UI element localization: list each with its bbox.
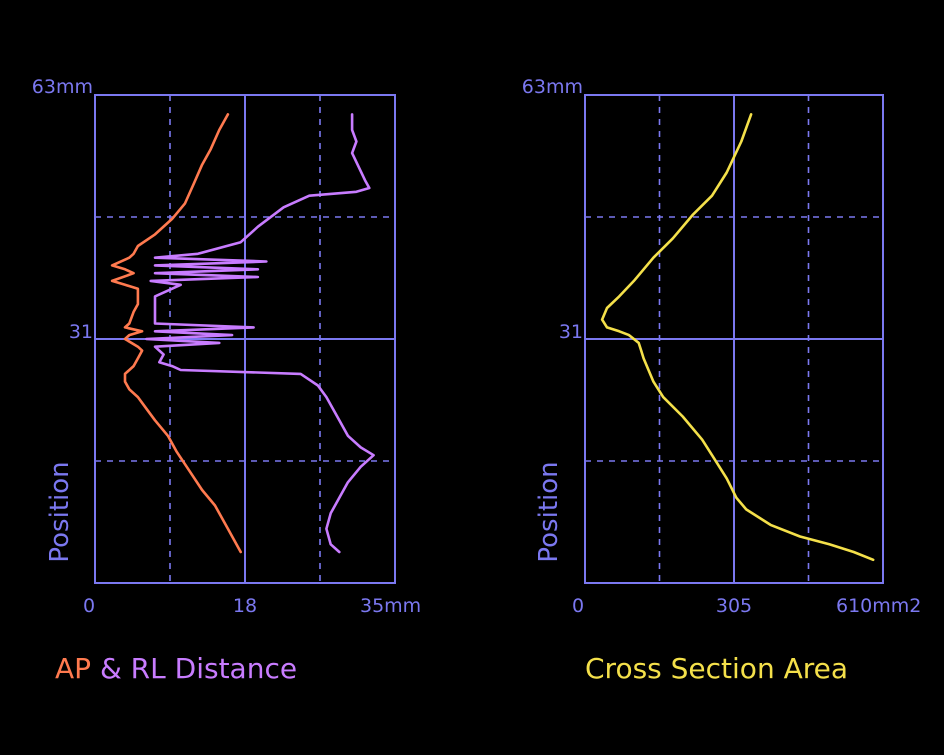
area-x-tick-max: 610mm2 — [836, 595, 921, 617]
distance-chart-series — [110, 113, 375, 554]
area-chart-frame — [584, 94, 884, 584]
distance-y-tick-top: 63mm — [32, 76, 93, 98]
area-y-axis-label: Position — [534, 461, 564, 562]
distance-x-tick-mid: 18 — [233, 595, 257, 617]
distance-chart: 63mm 31 0 18 35mm Position — [32, 76, 421, 617]
distance-caption: AP & RL Distance — [55, 652, 297, 685]
distance-caption-rl: & RL Distance — [91, 652, 298, 685]
area-chart: 63mm 31 0 305 610mm2 Position — [522, 76, 922, 617]
distance-caption-ap: AP — [55, 652, 92, 685]
area-y-tick-mid: 31 — [559, 321, 583, 343]
distance-chart-frame — [94, 94, 396, 584]
distance-series-rl-line — [145, 113, 375, 554]
distance-x-tick-min: 0 — [83, 595, 95, 617]
distance-y-tick-mid: 31 — [69, 321, 93, 343]
distance-y-axis-label: Position — [45, 461, 75, 562]
distance-x-tick-max: 35mm — [360, 595, 421, 617]
area-x-tick-mid: 305 — [716, 595, 752, 617]
area-caption: Cross Section Area — [585, 652, 849, 685]
area-x-tick-min: 0 — [572, 595, 584, 617]
area-chart-series — [600, 113, 875, 562]
distance-chart-grid — [95, 95, 395, 583]
area-y-tick-top: 63mm — [522, 76, 583, 98]
area-series-cross-section-area-line — [600, 113, 875, 562]
distance-series-ap-line — [110, 113, 242, 554]
area-chart-grid — [585, 95, 883, 583]
